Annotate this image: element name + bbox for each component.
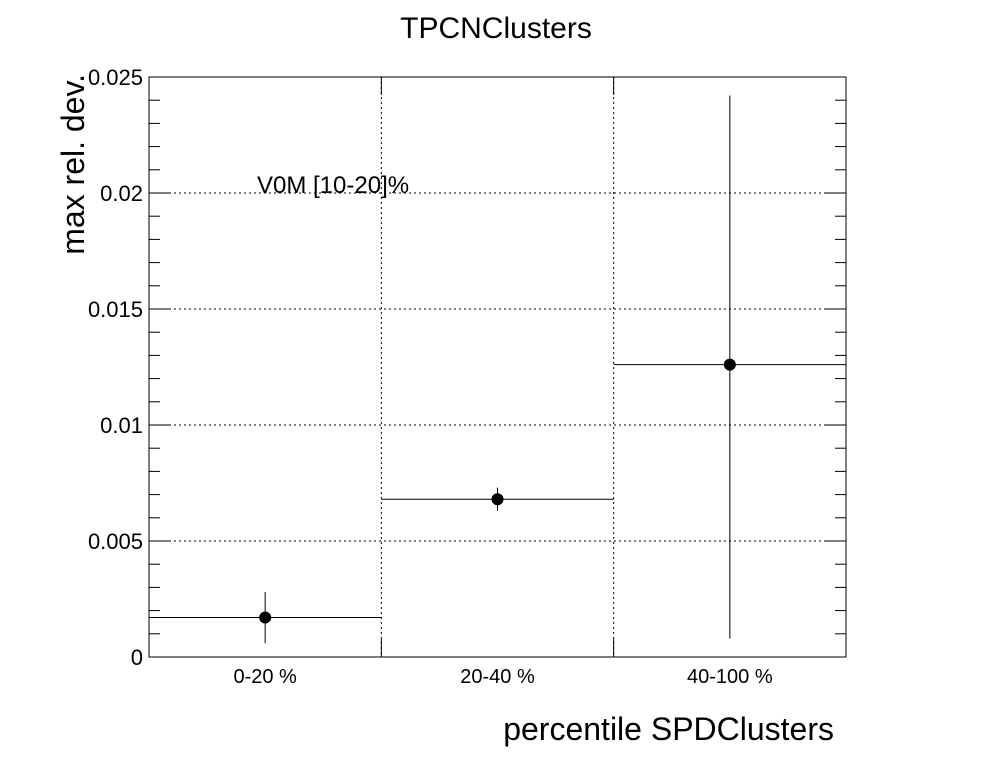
plot-frame [148, 76, 847, 658]
y-tick-label: 0.02 [100, 181, 143, 206]
y-tick-label: 0.005 [88, 529, 143, 554]
y-tick-label: 0 [131, 645, 143, 670]
tick-labels: 0 0.005 0.01 0.015 0.02 0.025 0-20 % 20-40 % 40-… [88, 65, 773, 688]
data-point [259, 611, 272, 624]
x-axis-label: percentile SPDClusters [503, 711, 834, 747]
chart-title: TPCNClusters [400, 12, 592, 45]
x-tick-label: 0-20 % [233, 666, 297, 688]
data-marks [149, 95, 846, 644]
y-tick-label: 0.015 [88, 297, 143, 322]
x-tick-label: 20-40 % [460, 666, 535, 688]
y-axis-label: max rel. dev. [55, 74, 91, 255]
data-point [491, 493, 504, 506]
annotation-label: V0M [10-20]% [257, 172, 409, 199]
y-tick-label: 0.01 [100, 413, 143, 438]
data-point [723, 358, 736, 371]
y-tick-label: 0.025 [88, 65, 143, 90]
x-tick-label: 40-100 % [687, 666, 773, 688]
axis-ticks [149, 76, 846, 658]
